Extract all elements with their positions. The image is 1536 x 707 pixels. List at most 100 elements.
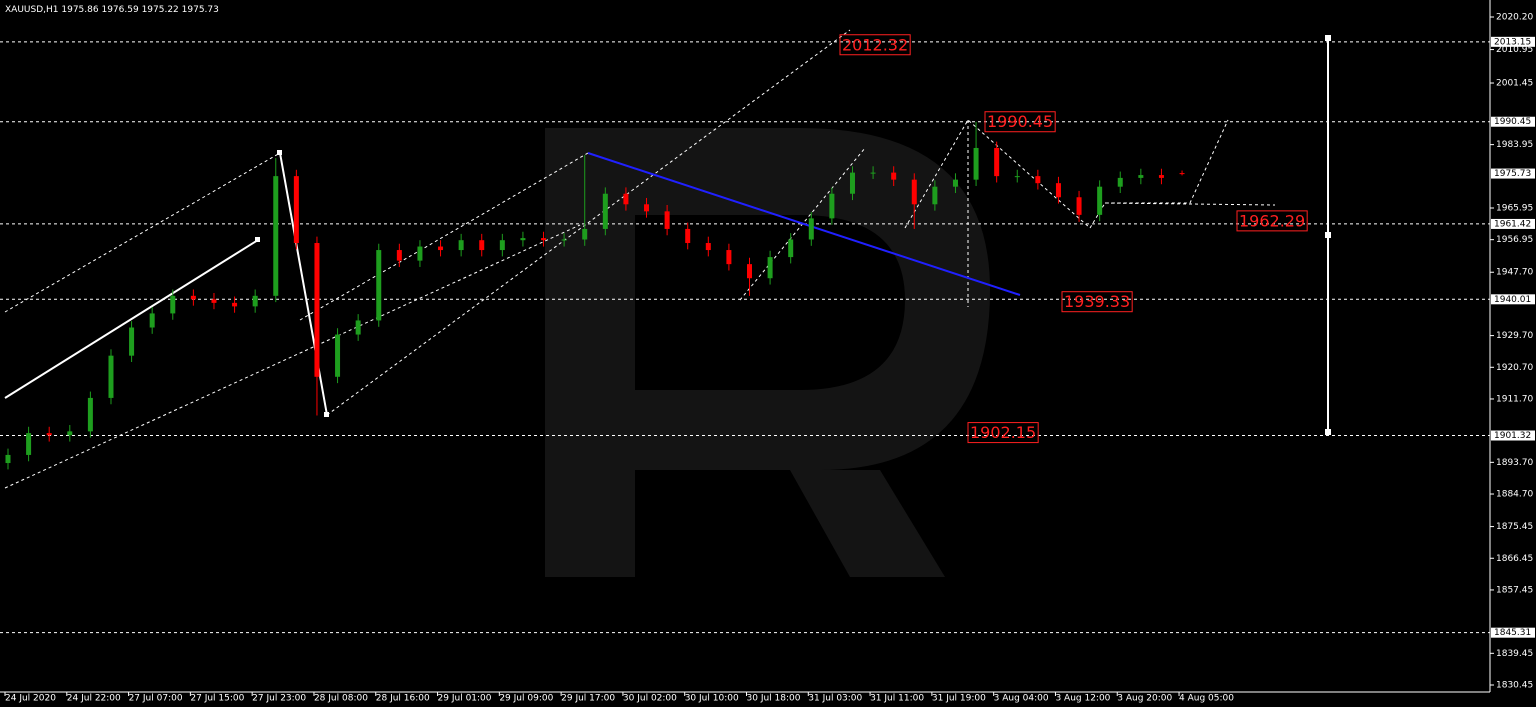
x-tick-label: 29 Jul 09:00	[499, 694, 553, 704]
annotation: 1902.15	[970, 423, 1036, 442]
candle-body	[1035, 176, 1041, 184]
x-tick-label: 28 Jul 08:00	[314, 694, 368, 704]
x-tick-label: 30 Jul 10:00	[685, 694, 739, 704]
annotation: 1962.29	[1239, 211, 1305, 230]
annotation-box	[1061, 291, 1133, 313]
x-tick-label: 4 Aug 05:00	[1179, 694, 1234, 704]
candle-body	[705, 243, 711, 251]
y-tick-label: 1965.95	[1496, 203, 1533, 213]
candle-body	[1158, 175, 1164, 178]
candle-body	[788, 239, 794, 258]
level-label: 1901.32	[1494, 431, 1531, 441]
candle-body	[561, 239, 567, 241]
level-box	[1491, 430, 1535, 441]
y-tick-label: 1884.70	[1496, 490, 1533, 500]
handle	[1325, 232, 1331, 238]
x-tick-label: 31 Jul 11:00	[870, 694, 924, 704]
candle-body	[1138, 175, 1144, 178]
y-tick-label: 1911.70	[1496, 394, 1533, 404]
candle-body	[891, 172, 897, 180]
candle-body	[1117, 177, 1123, 187]
level-box	[1491, 294, 1535, 305]
annotation: 2012.32	[842, 35, 908, 54]
x-tick-label: 3 Aug 12:00	[1055, 694, 1110, 704]
y-tick-label: 1983.95	[1496, 140, 1533, 150]
candle-body	[623, 193, 629, 205]
watermark	[545, 128, 990, 577]
candle-body	[767, 257, 773, 279]
x-tick-label: 3 Aug 20:00	[1117, 694, 1172, 704]
candle-body	[108, 355, 114, 398]
annotation-box	[967, 422, 1039, 444]
candle-body	[211, 299, 217, 303]
candle-body	[685, 228, 691, 244]
x-tick-label: 27 Jul 07:00	[129, 694, 183, 704]
symbol: XAUUSD,H1	[5, 5, 59, 15]
candle-body	[438, 246, 444, 251]
x-tick-label: 31 Jul 19:00	[932, 694, 986, 704]
candle-body	[396, 250, 402, 261]
header-open: 1975.86	[61, 5, 98, 15]
candle-body	[808, 218, 814, 240]
candle-body	[664, 211, 670, 229]
candle-body	[870, 172, 876, 174]
header: XAUUSD,H1 1975.86 1976.59 1975.22 1975.7…	[5, 5, 219, 15]
candle-body	[149, 313, 155, 328]
candle-body	[87, 397, 93, 432]
level-label: 1845.31	[1494, 628, 1531, 638]
candle-body	[849, 172, 855, 194]
candle-body	[499, 240, 505, 251]
handle	[255, 237, 260, 242]
candle-body	[232, 302, 238, 307]
y-tick-label: 1929.70	[1496, 331, 1533, 341]
level-box	[1491, 218, 1535, 229]
y-tick-label: 1947.70	[1496, 268, 1533, 278]
candle-body	[314, 243, 320, 377]
candle-body	[67, 431, 73, 436]
candle-body	[994, 147, 1000, 177]
y-tick-label: 1875.45	[1496, 522, 1533, 532]
candle-body	[335, 334, 341, 377]
candle-body	[1055, 183, 1061, 198]
candle-body	[46, 433, 52, 436]
level-label: 1961.42	[1494, 219, 1531, 229]
level-box	[1491, 36, 1535, 47]
candle-body	[190, 295, 196, 300]
header-low: 1975.22	[142, 5, 179, 15]
candle-body	[747, 264, 752, 279]
x-tick-label: 30 Jul 18:00	[747, 694, 801, 704]
candle-body	[932, 186, 938, 205]
current-price-box	[1491, 168, 1535, 179]
candle-body	[273, 176, 279, 296]
annotation-box	[1236, 210, 1308, 232]
candle-body	[479, 240, 485, 251]
x-tick-label: 24 Jul 2020	[5, 694, 56, 704]
candle-body	[1179, 173, 1185, 175]
candle-body	[829, 193, 835, 219]
handle	[324, 412, 329, 417]
annotation: 1990.45	[987, 112, 1053, 131]
logo	[545, 128, 990, 577]
x-tick-label: 29 Jul 17:00	[561, 694, 615, 704]
x-tick-label: 27 Jul 15:00	[190, 694, 244, 704]
y-tick-label: 1839.45	[1496, 649, 1533, 659]
candle-body	[973, 147, 979, 180]
candle-body	[1097, 186, 1103, 215]
candle-body	[5, 454, 11, 464]
level-box	[1491, 116, 1535, 127]
drawings	[4, 29, 1331, 489]
candle-body	[376, 250, 382, 321]
level-label: 1990.45	[1494, 117, 1531, 127]
level-label: 1940.01	[1494, 295, 1531, 305]
candle-body	[911, 179, 917, 205]
header-high: 1976.59	[101, 5, 138, 15]
y-tick-label: 1956.95	[1496, 235, 1533, 245]
y-tick-label: 1893.70	[1496, 458, 1533, 468]
candle-body	[520, 238, 526, 241]
candle-body	[726, 250, 732, 265]
candle-body	[602, 193, 608, 229]
channel-lines	[4, 29, 851, 489]
candle-body	[293, 176, 299, 244]
